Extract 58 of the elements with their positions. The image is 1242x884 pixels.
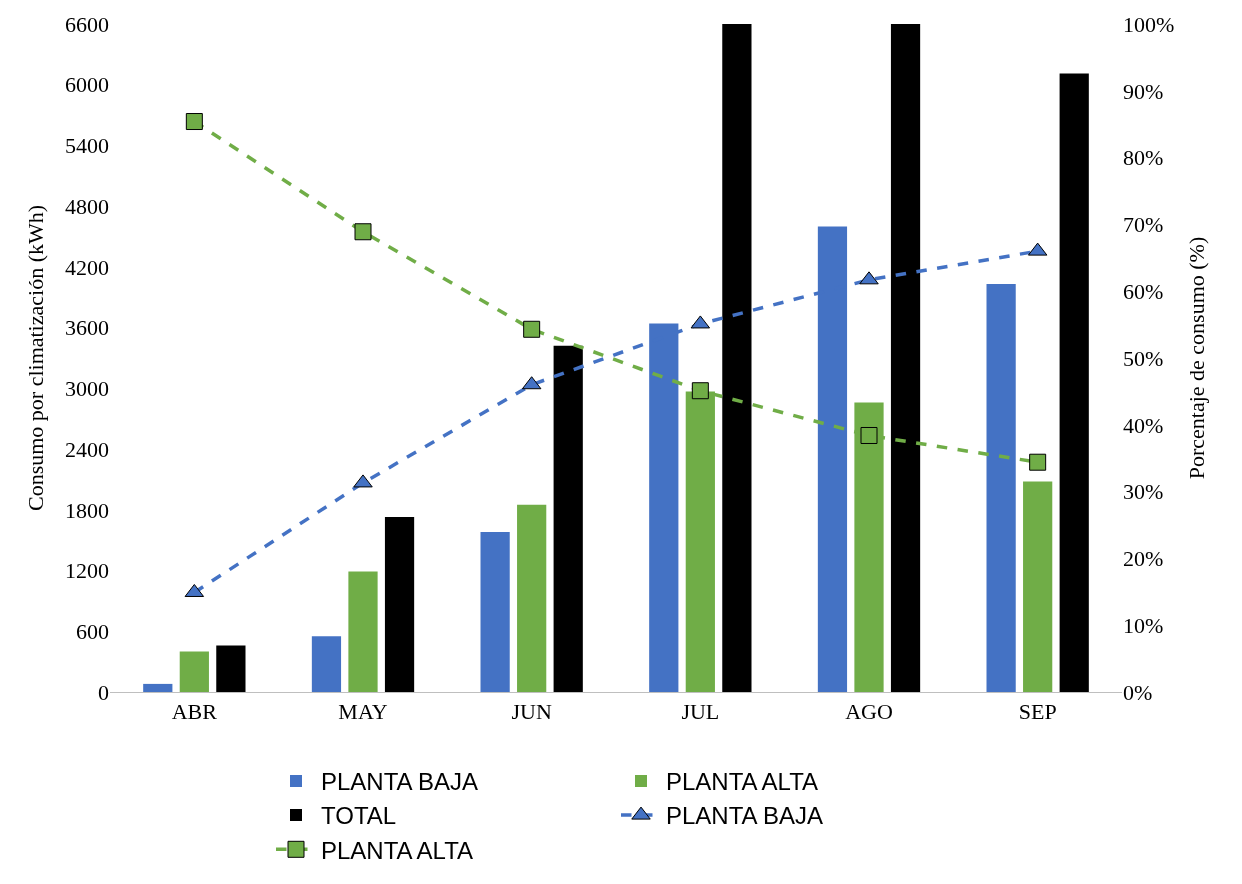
- y2-tick-label: 10%: [1123, 612, 1164, 638]
- x-tick-label: MAY: [338, 699, 388, 725]
- bar: [553, 345, 583, 692]
- point: [185, 113, 203, 131]
- y2-axis-title: Porcentaje de consumo (%): [1184, 236, 1210, 480]
- y-tick-label: 3600: [65, 315, 109, 341]
- x-tick-label: JUL: [681, 699, 720, 725]
- y-tick-label: 5400: [65, 133, 109, 159]
- legend-label: PLANTA BAJA: [666, 802, 823, 830]
- bar: [311, 636, 342, 692]
- y-tick-label: 3000: [65, 376, 109, 402]
- y2-tick-label: 80%: [1123, 145, 1164, 171]
- point: [859, 271, 879, 285]
- y-tick-label: 2400: [65, 436, 109, 462]
- bar: [216, 645, 246, 692]
- bar: [517, 504, 547, 692]
- y2-tick-label: 60%: [1123, 278, 1164, 304]
- bar: [890, 24, 921, 692]
- bar: [384, 516, 415, 692]
- legend-label: TOTAL: [321, 802, 397, 830]
- y-tick-label: 4200: [65, 254, 109, 280]
- y2-tick-label: 30%: [1123, 479, 1164, 505]
- point: [523, 320, 541, 338]
- y-tick-label: 1800: [65, 497, 109, 523]
- y-tick-label: 1200: [65, 558, 109, 584]
- legend-label: PLANTA ALTA: [321, 836, 474, 864]
- bar: [1059, 73, 1089, 692]
- x-tick-label: SEP: [1018, 699, 1057, 725]
- bar: [348, 571, 378, 692]
- point: [353, 474, 373, 488]
- point: [354, 223, 372, 241]
- bar: [143, 683, 173, 692]
- y-tick-label: 0: [98, 679, 109, 705]
- y-tick-label: 4800: [65, 193, 109, 219]
- legend-label: PLANTA ALTA: [666, 768, 819, 796]
- bar: [480, 532, 510, 692]
- bar: [722, 24, 752, 692]
- y-tick-label: 600: [76, 618, 109, 644]
- y2-tick-label: 20%: [1123, 546, 1164, 572]
- y2-tick-label: 90%: [1123, 78, 1164, 104]
- y2-tick-label: 50%: [1123, 345, 1164, 371]
- bar: [1023, 481, 1053, 692]
- bar: [986, 284, 1016, 692]
- x-tick-label: JUN: [511, 699, 552, 725]
- point: [691, 382, 709, 400]
- x-tick-label: ABR: [171, 699, 218, 725]
- y-axis-title: Consumo por climatización (kWh): [22, 204, 48, 512]
- y2-tick-label: 40%: [1123, 412, 1164, 438]
- y-tick-label: 6600: [65, 11, 109, 37]
- point: [1029, 453, 1047, 471]
- bar: [179, 651, 209, 692]
- x-tick-label: AGO: [845, 699, 893, 725]
- y-tick-label: 6000: [65, 72, 109, 98]
- y2-tick-label: 100%: [1123, 11, 1175, 37]
- point: [860, 426, 878, 444]
- legend-label: PLANTA BAJA: [321, 768, 478, 796]
- y2-tick-label: 0%: [1123, 679, 1153, 705]
- y2-tick-label: 70%: [1123, 212, 1164, 238]
